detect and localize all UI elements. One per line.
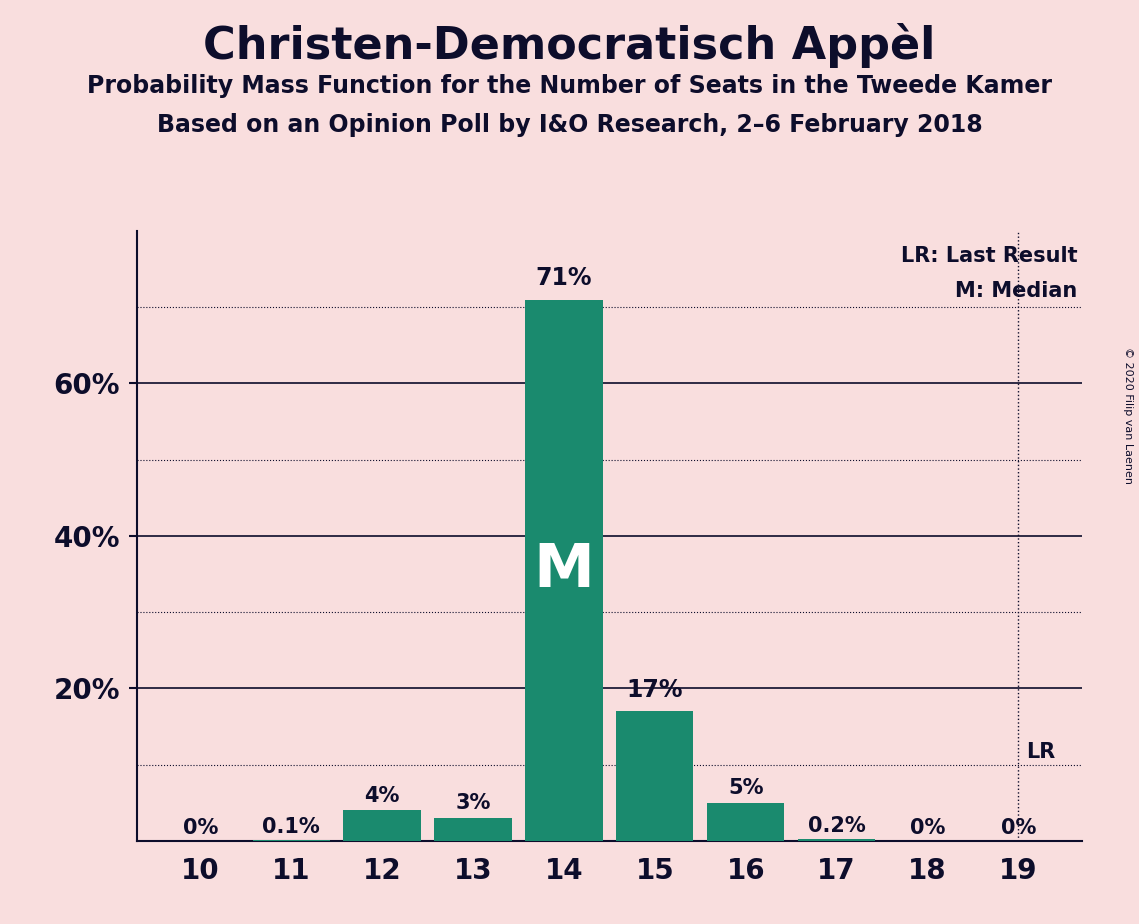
Text: 0.2%: 0.2%	[808, 816, 866, 836]
Text: 3%: 3%	[456, 794, 491, 813]
Text: 0%: 0%	[1001, 818, 1036, 838]
Text: © 2020 Filip van Laenen: © 2020 Filip van Laenen	[1123, 347, 1133, 484]
Bar	[798, 839, 875, 841]
Text: Based on an Opinion Poll by I&O Research, 2–6 February 2018: Based on an Opinion Poll by I&O Research…	[157, 113, 982, 137]
Text: 0.1%: 0.1%	[262, 817, 320, 837]
Bar	[434, 818, 511, 841]
Bar	[525, 299, 603, 841]
Text: M: M	[533, 541, 595, 600]
Text: Christen-Democratisch Appèl: Christen-Democratisch Appèl	[204, 23, 935, 68]
Text: 71%: 71%	[535, 266, 592, 290]
Text: 17%: 17%	[626, 678, 683, 702]
Bar	[616, 711, 694, 841]
Text: 4%: 4%	[364, 785, 400, 806]
Text: LR: LR	[1026, 742, 1055, 762]
Text: 0%: 0%	[910, 818, 945, 838]
Bar	[344, 810, 420, 841]
Text: M: Median: M: Median	[956, 281, 1077, 301]
Text: 5%: 5%	[728, 778, 763, 798]
Text: 0%: 0%	[182, 818, 218, 838]
Text: Probability Mass Function for the Number of Seats in the Tweede Kamer: Probability Mass Function for the Number…	[87, 74, 1052, 98]
Text: LR: Last Result: LR: Last Result	[901, 246, 1077, 266]
Bar	[707, 803, 785, 841]
